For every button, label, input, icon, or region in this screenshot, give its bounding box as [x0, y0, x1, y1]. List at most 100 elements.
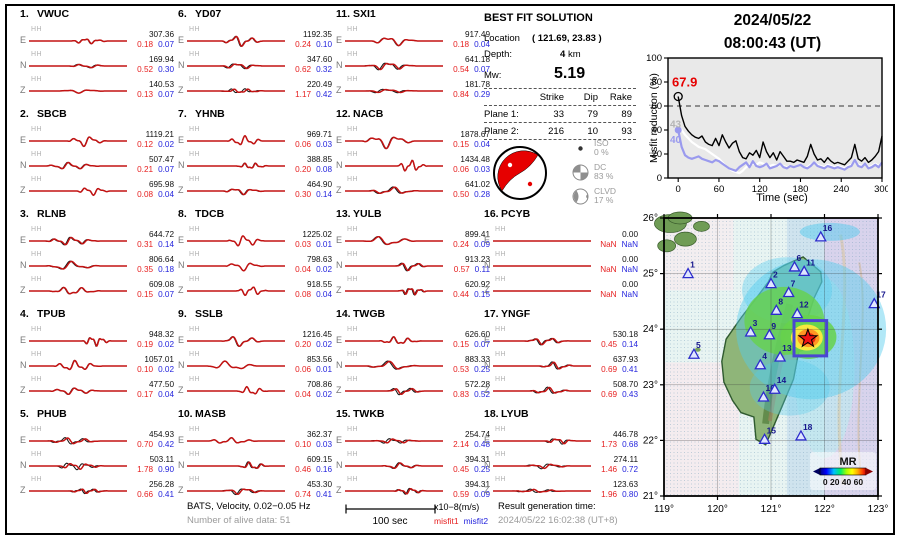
clvd-percent: 17 % — [594, 195, 614, 205]
plane1-label: Plane 1: — [484, 108, 519, 120]
component-amplitude: 446.78 — [612, 430, 638, 440]
iso-row: ISO 0 % — [572, 136, 642, 160]
scale-bar-label: 100 sec — [372, 516, 407, 527]
iso-icon — [572, 140, 589, 157]
component-misfits: NaN NaN — [594, 290, 638, 299]
station-marker-14 — [768, 382, 781, 394]
station-block-yhnb: 7. YHNB E HH 969.71 0.06 0.03 N HH 388.85 0.20 0.08… — [178, 108, 332, 208]
station-number: 16. — [484, 208, 499, 220]
misfit2-value: 0.42 — [158, 439, 174, 449]
station-code: TDCB — [195, 208, 225, 220]
lat-tick-label: 24° — [643, 324, 658, 335]
component-row-n: N HH 609.15 0.46 0.16 — [178, 451, 332, 477]
station-title: 11. SXI1 — [336, 8, 490, 27]
lat-tick-label: 23° — [643, 380, 658, 391]
component-letter: Z — [20, 84, 26, 95]
station-number: 3. — [20, 208, 29, 220]
best-misfit-annotation: 67.9 — [672, 75, 697, 90]
svg-text:60: 60 — [714, 184, 725, 195]
station-marker-label-7: 7 — [791, 279, 796, 289]
misfit1-value: NaN — [600, 289, 617, 299]
component-row-z: Z HH 695.98 0.08 0.04 — [20, 176, 174, 202]
synthetic-waveform — [345, 186, 443, 195]
component-values: 609.15 0.46 0.16 — [288, 455, 332, 474]
plane1-row: Plane 1: 33 79 89 — [484, 106, 636, 123]
channel-label: HH — [347, 376, 359, 383]
lon-tick-label: 119° — [654, 504, 674, 515]
alive-data-count: Number of alive data: 51 — [187, 515, 291, 527]
station-title: 6. YD07 — [178, 8, 332, 27]
waveform-trace — [187, 360, 285, 370]
component-row-z: Z HH 140.53 0.13 0.07 — [20, 76, 174, 102]
component-letter: N — [336, 259, 343, 270]
misfit1-value: 0.20 — [295, 164, 312, 174]
station-marker-18 — [794, 429, 808, 441]
misfit1-value: 1.17 — [295, 89, 312, 99]
misfit2-value: 0.07 — [158, 164, 174, 174]
component-values: 1216.45 0.20 0.02 — [288, 330, 332, 349]
component-amplitude: 918.55 — [306, 280, 332, 290]
observed-waveform — [187, 461, 285, 469]
violet-start-marker — [674, 126, 682, 134]
station-marker-4 — [754, 358, 767, 370]
synthetic-waveform — [29, 260, 127, 270]
channel-label: HH — [31, 426, 43, 433]
component-letter: E — [20, 434, 27, 445]
component-amplitude: 641.02 — [464, 180, 490, 190]
misfit1-value: 0.13 — [137, 89, 154, 99]
channel-label: HH — [347, 326, 359, 333]
component-letter: E — [178, 134, 185, 145]
channel-label: HH — [347, 226, 359, 233]
misfit2-value: 0.01 — [316, 239, 332, 249]
component-letter: Z — [336, 484, 342, 495]
component-values: 1878.67 0.15 0.04 — [446, 130, 490, 149]
component-amplitude: 477.50 — [148, 380, 174, 390]
misfit2-value: 0.29 — [474, 89, 490, 99]
component-letter: E — [484, 434, 491, 445]
misfit2-value: 0.02 — [158, 139, 174, 149]
component-row-z: Z HH 620.92 0.44 0.15 — [336, 276, 490, 302]
station-number: 17. — [484, 308, 499, 320]
station-marker-label-4: 4 — [762, 351, 767, 361]
location-label: Location — [484, 33, 520, 44]
misfit1-value: 0.04 — [295, 389, 312, 399]
component-letter: Z — [20, 384, 26, 395]
trace-area: HH — [29, 351, 127, 377]
misfit2-value: 0.14 — [316, 189, 332, 199]
component-letter: N — [20, 59, 27, 70]
component-row-z: Z HH 572.28 0.83 0.52 — [336, 376, 490, 402]
component-values: 969.71 0.06 0.03 — [288, 130, 332, 149]
misfit1-value: 0.45 — [453, 464, 470, 474]
component-letter: Z — [484, 484, 490, 495]
station-code: PHUB — [37, 408, 67, 420]
station-map: 1 2 3 4 5 6 7 8 9 10 11 12 13 14 15 16 17 18 MR 0 20 40 60 1… — [638, 210, 900, 527]
channel-label: HH — [347, 26, 359, 33]
synthetic-waveform — [29, 38, 127, 45]
misfit1-legend: misfit1 — [434, 515, 459, 526]
station-code: LYUB — [501, 408, 529, 420]
misfit1-value: 0.46 — [295, 464, 312, 474]
waveform-trace — [345, 487, 443, 495]
component-letter: E — [20, 334, 27, 345]
synthetic-waveform — [29, 89, 127, 94]
synthetic-waveform — [345, 159, 443, 172]
component-amplitude: 1216.45 — [302, 330, 332, 340]
component-amplitude: 644.72 — [148, 230, 174, 240]
channel-label: HH — [347, 51, 359, 58]
misfit1-value: 0.30 — [295, 189, 312, 199]
column-header-strike: Strike — [539, 91, 564, 103]
station-marker-label-14: 14 — [777, 375, 787, 385]
trace-area: HH — [345, 476, 443, 502]
misfit1-value: 0.69 — [601, 389, 618, 399]
mainland-coast-land — [674, 231, 697, 247]
plane2-rake: 93 — [621, 125, 632, 137]
misfit1-value: 0.06 — [295, 139, 312, 149]
iso-percent: 0 % — [594, 147, 609, 157]
channel-label: HH — [347, 476, 359, 483]
misfit1-value: 0.24 — [453, 239, 470, 249]
misfit1-value: 0.44 — [453, 289, 470, 299]
svg-text:0: 0 — [676, 184, 681, 195]
component-values: 446.78 1.73 0.68 — [594, 430, 638, 449]
observed-waveform — [187, 386, 285, 395]
component-amplitude: 798.63 — [306, 255, 332, 265]
